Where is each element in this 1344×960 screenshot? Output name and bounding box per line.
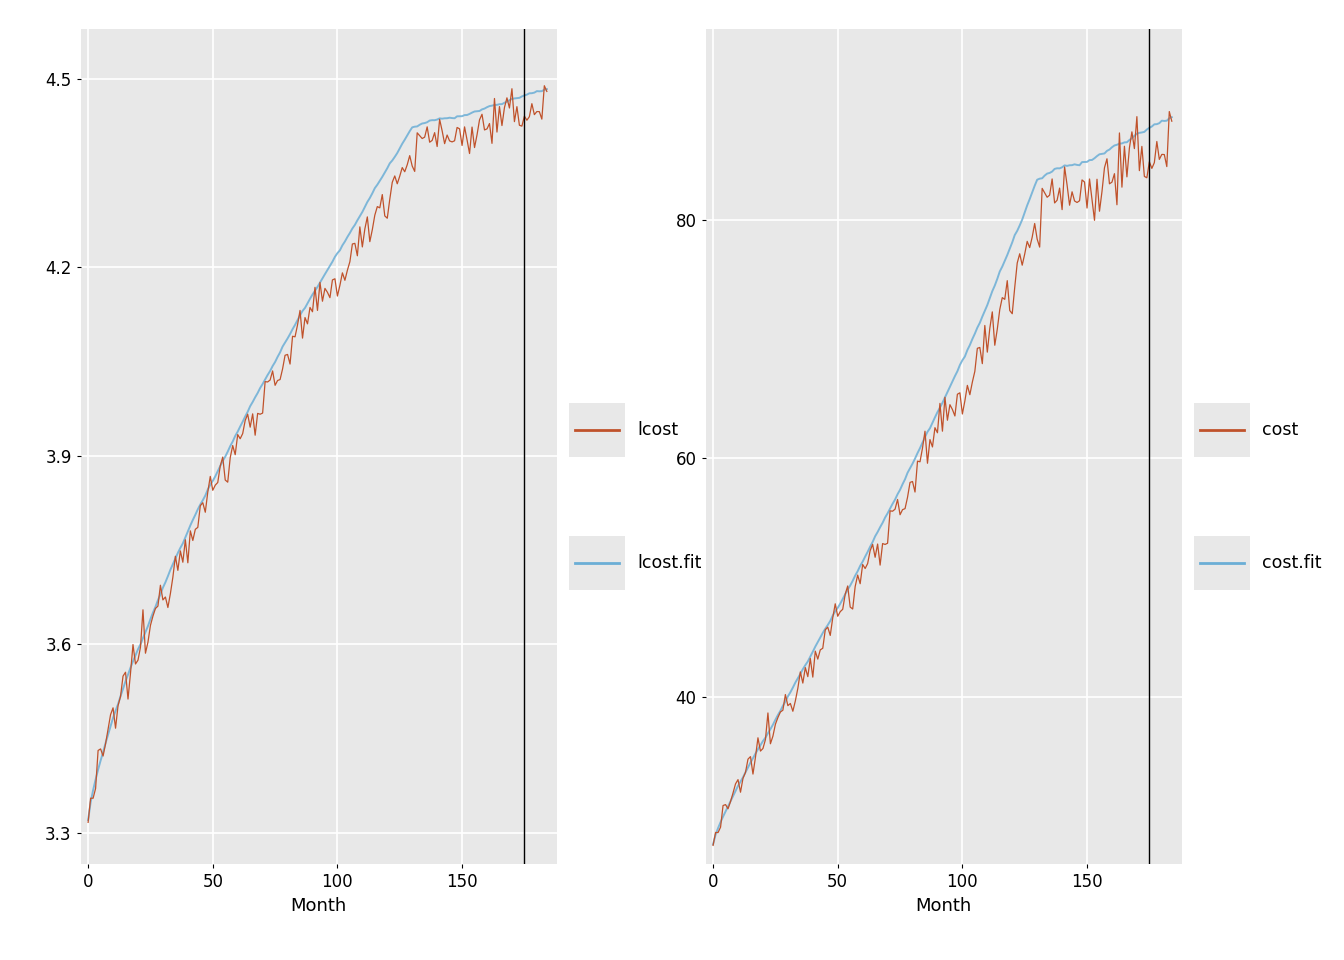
FancyBboxPatch shape <box>569 537 625 590</box>
FancyBboxPatch shape <box>1193 537 1250 590</box>
X-axis label: Month: Month <box>915 897 972 915</box>
Text: lcost.fit: lcost.fit <box>637 554 702 572</box>
Text: cost: cost <box>1262 420 1298 439</box>
FancyBboxPatch shape <box>569 402 625 457</box>
Text: lcost: lcost <box>637 420 679 439</box>
X-axis label: Month: Month <box>290 897 347 915</box>
Text: cost.fit: cost.fit <box>1262 554 1321 572</box>
FancyBboxPatch shape <box>1193 402 1250 457</box>
